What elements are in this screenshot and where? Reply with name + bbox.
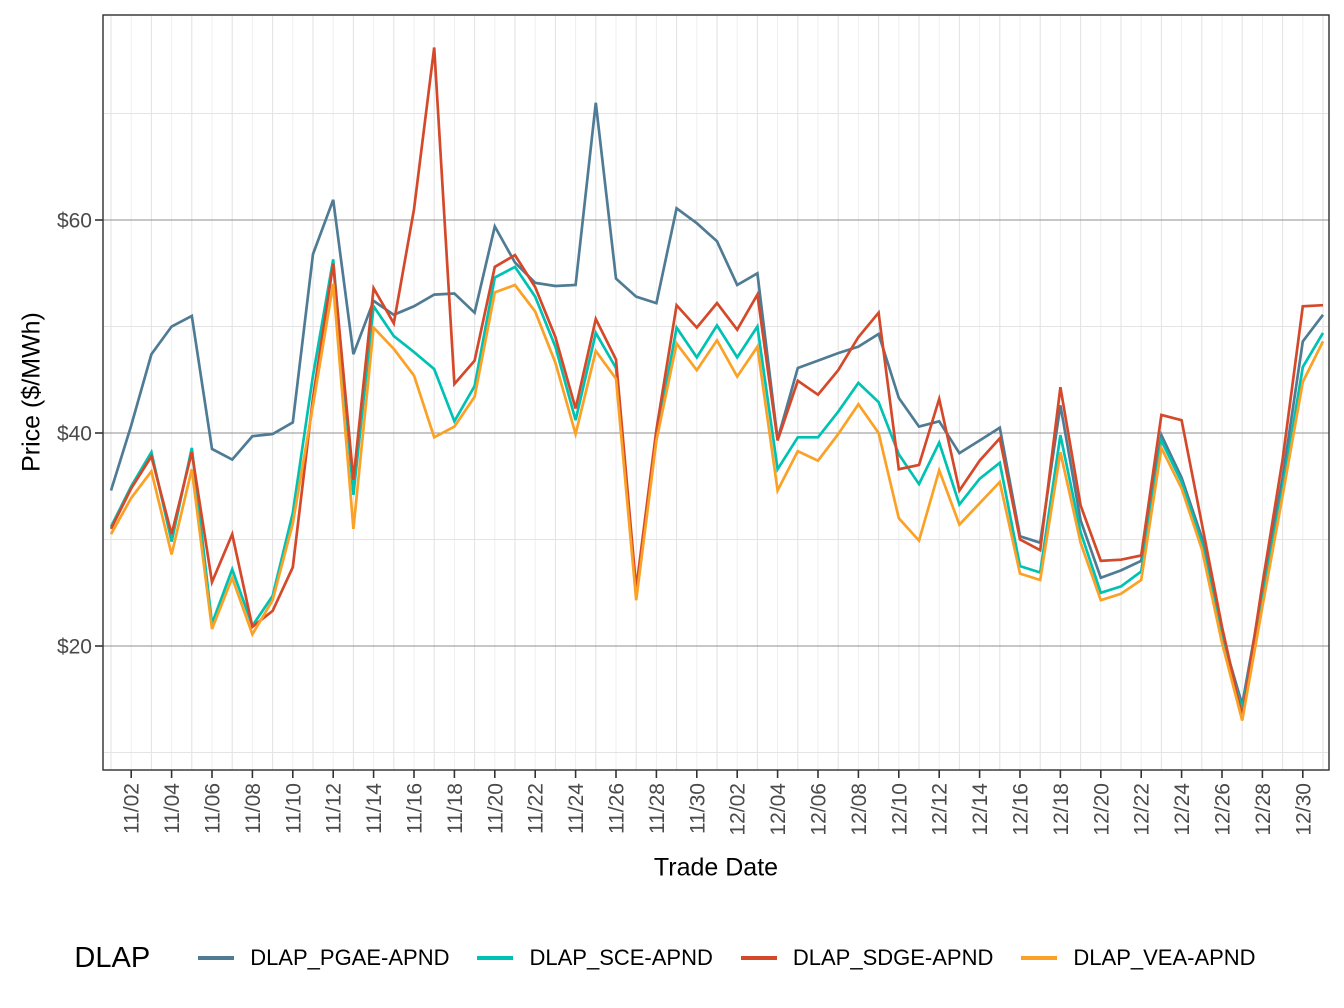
x-tick-label: 11/04 — [161, 783, 184, 834]
x-tick-label: 11/22 — [525, 783, 548, 834]
x-tick-label: 12/22 — [1131, 783, 1154, 836]
legend-swatch — [740, 956, 777, 960]
x-tick-label: 11/26 — [606, 783, 629, 834]
x-tick-label: 12/16 — [1010, 783, 1033, 836]
legend-item: DLAP_VEA-APND — [1021, 945, 1256, 971]
x-tick-label: 12/14 — [969, 783, 992, 836]
x-tick-label: 11/12 — [323, 783, 346, 834]
panel-border — [102, 14, 1330, 771]
x-tick-label: 11/18 — [444, 783, 467, 834]
x-tick-label: 12/20 — [1090, 783, 1113, 836]
x-tick-label: 12/08 — [848, 783, 871, 836]
x-tick-label: 12/06 — [808, 783, 831, 836]
x-tick-label: 11/20 — [484, 783, 507, 834]
x-tick-label: 11/16 — [404, 783, 427, 834]
legend-swatch — [1021, 956, 1058, 960]
x-tick-label: 11/30 — [686, 783, 709, 834]
x-tick-label: 11/06 — [202, 783, 225, 834]
legend-item: DLAP_SCE-APND — [477, 945, 713, 971]
series-line-DLAP_PGAE-APND — [109, 102, 1325, 705]
x-tick-label: 12/04 — [767, 783, 790, 836]
legend: DLAP DLAP_PGAE-APND DLAP_SCE-APND DLAP_SDG… — [0, 930, 1344, 986]
x-tick-label: 12/10 — [888, 783, 911, 836]
x-tick-label: 12/02 — [727, 783, 750, 836]
x-tick-label: 12/18 — [1050, 783, 1073, 836]
x-tick-label: 11/24 — [565, 783, 588, 834]
series-line-DLAP_VEA-APND — [109, 283, 1325, 721]
x-tick-label: 11/10 — [282, 783, 305, 834]
legend-item: DLAP_SDGE-APND — [740, 945, 994, 971]
legend-swatch — [477, 956, 514, 960]
x-tick-label: 11/08 — [242, 783, 265, 834]
x-tick-label: 12/12 — [929, 783, 952, 836]
x-tick-label: 12/28 — [1252, 783, 1275, 836]
legend-item-label: DLAP_SDGE-APND — [792, 945, 994, 970]
legend-item-label: DLAP_PGAE-APND — [250, 945, 450, 970]
legend-item: DLAP_PGAE-APND — [198, 945, 449, 971]
legend-swatch — [198, 956, 235, 960]
x-axis-title: Trade Date — [653, 853, 779, 882]
legend-item-label: DLAP_SCE-APND — [529, 945, 713, 970]
y-tick-label: $40 — [57, 423, 92, 446]
legend-title: DLAP — [74, 941, 151, 974]
x-tick-label: 12/24 — [1171, 783, 1194, 836]
legend-item-label: DLAP_VEA-APND — [1073, 945, 1256, 970]
y-tick-label: $20 — [57, 636, 92, 659]
series-line-DLAP_SCE-APND — [109, 259, 1325, 711]
x-tick-label: 12/30 — [1292, 783, 1315, 836]
y-axis-title: Price ($/MWh) — [17, 312, 46, 472]
x-tick-label: 12/26 — [1212, 783, 1235, 836]
x-tick-label: 11/28 — [646, 783, 669, 834]
x-tick-label: 11/14 — [363, 783, 386, 834]
x-tick-label: 11/02 — [121, 783, 144, 834]
plot-svg: 11/02 11/04 11/06 11/08 11/10 11/12 11/14 11/16… — [57, 14, 1330, 836]
y-tick-label: $60 — [57, 210, 92, 233]
